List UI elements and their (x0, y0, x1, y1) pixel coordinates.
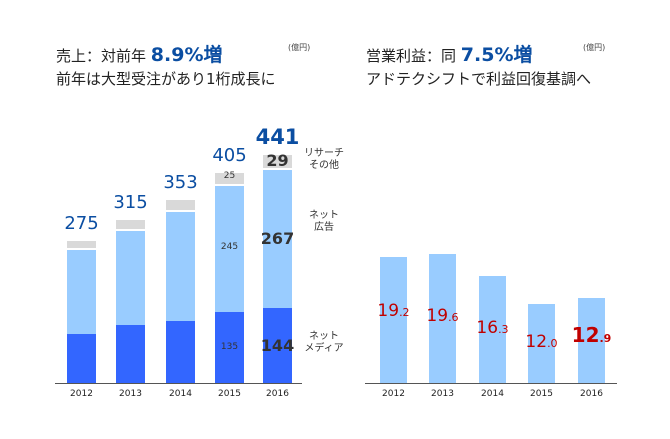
bar-net_ad-2016 (263, 169, 292, 308)
profit-label: 12.9 (562, 323, 622, 347)
bar-net_ad-2013 (116, 231, 145, 325)
title-prefix: 売上：対前年 (56, 47, 147, 65)
segment-label: 144 (260, 336, 295, 356)
bar-other-2012 (67, 240, 96, 248)
label-int: 12 (525, 332, 548, 352)
profit-bar-2012 (380, 257, 407, 383)
bar-net_ad-2015 (215, 185, 244, 313)
label-dec: .2 (399, 306, 410, 319)
year-label: 2015 (218, 389, 241, 399)
label-dec: .9 (599, 332, 612, 345)
legend-net_ad: ネット 広告 (309, 210, 339, 233)
unit-label: (億円) (583, 43, 606, 52)
profit-subtitle: アドテクシフトで利益回復基調へ (366, 70, 592, 88)
label-int: 16 (476, 318, 499, 338)
year-label: 2015 (530, 389, 553, 399)
growth-value: 7.5%増 (460, 44, 533, 66)
legend-other: リサーチ その他 (304, 148, 344, 171)
x-axis (55, 383, 302, 384)
profit-bar-2015 (528, 304, 555, 383)
year-label: 2012 (70, 389, 93, 399)
total-label: 353 (163, 172, 198, 194)
growth-value: 8.9%増 (150, 44, 223, 66)
bar-media-2012 (67, 333, 96, 383)
year-label: 2012 (382, 389, 405, 399)
profit-label: 19.6 (413, 306, 473, 326)
total-label: 315 (113, 192, 148, 213)
segment-label: 267 (260, 228, 295, 248)
bar-other-2015 (215, 172, 244, 184)
bar-media-2014 (166, 321, 195, 383)
segment-label: 25 (223, 171, 236, 182)
bar-other-2014 (166, 200, 195, 211)
total-label: 405 (212, 144, 247, 166)
profit-bar-2014 (479, 276, 506, 383)
label-dec: .6 (448, 311, 459, 324)
profit-label: 19.2 (364, 301, 424, 321)
year-label: 2016 (580, 389, 603, 399)
x-axis (365, 383, 617, 384)
label-dec: .3 (498, 323, 509, 336)
segment-label: 29 (266, 151, 289, 171)
year-label: 2014 (169, 389, 192, 399)
bar-media-2015 (215, 312, 244, 383)
label-int: 19 (426, 306, 449, 326)
profit-title: 営業利益：同 7.5%増 (366, 40, 533, 67)
bar-other-2013 (116, 220, 145, 229)
year-label: 2013 (119, 389, 142, 399)
year-label: 2014 (481, 389, 504, 399)
profit-bar-2016 (578, 298, 605, 383)
segment-label: 245 (220, 242, 239, 253)
total-label: 441 (255, 124, 300, 149)
profit-bar-2013 (429, 254, 456, 383)
legend-media: ネット メディア (304, 331, 344, 354)
bar-media-2016 (263, 307, 292, 383)
unit-label: (億円) (288, 43, 311, 52)
year-label: 2013 (431, 389, 454, 399)
label-int: 12 (571, 323, 600, 347)
label-int: 19 (377, 301, 400, 321)
total-label: 275 (64, 212, 99, 234)
profit-label: 16.3 (463, 318, 523, 338)
bar-net_ad-2012 (67, 249, 96, 334)
label-dec: .0 (547, 337, 558, 350)
bar-other-2016 (263, 154, 292, 168)
bar-net_ad-2014 (166, 212, 195, 322)
profit-label: 12.0 (512, 332, 572, 352)
sales-title: 売上：対前年 8.9%増 (56, 40, 223, 67)
title-prefix: 営業利益：同 (366, 47, 457, 65)
bar-media-2013 (116, 324, 145, 383)
sales-subtitle: 前年は大型受注があり1桁成長に (56, 70, 276, 88)
year-label: 2016 (266, 389, 289, 399)
segment-label: 135 (220, 341, 239, 352)
